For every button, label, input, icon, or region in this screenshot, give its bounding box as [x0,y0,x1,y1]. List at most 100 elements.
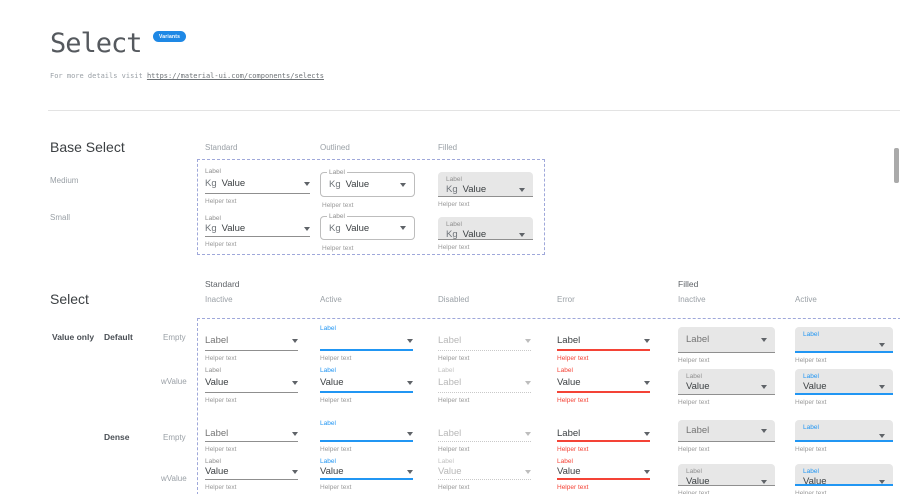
select-label: Label [686,468,702,475]
helper-text: Helper text [795,357,827,364]
select-filled-dense-inactive-wvalue[interactable]: Label Value Helper text [678,464,775,494]
select-standard-error-wvalue[interactable]: Label Value Helper text [557,366,650,404]
select-value: Value [438,466,462,477]
row-group-dense: Dense [104,432,130,442]
select-dense-disabled-wvalue: Label Value Helper text [438,458,531,491]
select-standard-inactive-empty[interactable]: Label Helper text [205,324,298,362]
select-dense-error-empty[interactable]: Label Helper text [557,420,650,453]
helper-text: Helper text [557,446,589,453]
group-header-standard: Standard [205,279,240,289]
select-control: Label Kg Value [320,213,415,240]
state-header-error: Error [557,295,575,304]
select-control: Label Kg Value [320,169,415,197]
select-section-title: Select [50,291,89,307]
helper-text: Helper text [557,484,589,491]
select-dense-error-wvalue[interactable]: Label Value Helper text [557,458,650,491]
select-label: Label [205,215,221,222]
select-value: Value [557,377,581,388]
select-label: Label [446,221,462,228]
select-dense-active-wvalue[interactable]: Label Value Helper text [320,458,413,491]
select-label: Label [205,367,221,374]
row-header-empty-dense: Empty [163,433,186,442]
caret-down-icon [400,226,406,230]
helper-text: Helper text [678,357,710,364]
base-select-outlined-small[interactable]: Label Kg Value Helper text [320,213,415,252]
select-value: Value [803,381,827,392]
helper-text: Helper text [438,355,470,362]
state-header-inactive: Inactive [205,295,233,304]
column-header-standard: Standard [205,143,238,152]
base-select-filled-medium[interactable]: Label Kg Value Helper text [438,172,533,208]
helper-text: Helper text [557,397,589,404]
base-select-filled-small[interactable]: Label Kg Value Helper text [438,217,533,251]
select-label: Label [803,373,819,380]
select-label: Label [327,169,347,177]
select-label: Label [320,325,336,332]
select-adornment: Kg [205,223,217,234]
base-select-standard-medium[interactable]: Label Kg Value Helper text [205,167,310,205]
select-control: Value [438,466,531,480]
base-select-outlined-medium[interactable]: Label Kg Value Helper text [320,169,415,209]
helper-text: Helper text [320,397,352,404]
state-header-active: Active [320,295,342,304]
select-filled-active-wvalue[interactable]: Label Value Helper text [795,369,893,406]
select-value: Value [557,466,581,477]
variants-badge[interactable]: Variants [153,31,187,42]
select-dense-inactive-empty[interactable]: Label Helper text [205,420,298,453]
select-standard-inactive-wvalue[interactable]: Label Value Helper text [205,366,298,404]
page-title: Select [50,28,143,59]
caret-down-icon [761,428,767,433]
row-group-value-only: Value only [52,332,95,342]
caret-down-icon [292,380,298,385]
select-value: Value [686,381,710,392]
helper-text: Helper text [678,446,710,453]
select-label: Label [320,420,336,427]
base-select-standard-small[interactable]: Label Kg Value Helper text [205,215,310,248]
helper-text: Helper text [557,355,589,362]
select-value: Label [438,428,462,439]
select-filled-dense-active-wvalue[interactable]: Label Value Helper text [795,464,893,494]
select-adornment: Kg [446,184,458,195]
helper-text: Helper text [320,484,352,491]
row-header-small: Small [50,213,71,222]
select-control: Label Value [678,464,775,487]
select-value: Label [686,334,710,345]
select-dense-inactive-wvalue[interactable]: Label Value Helper text [205,458,298,491]
select-control: Value [320,376,413,393]
caret-down-icon [644,469,650,474]
select-value: Value [462,184,487,195]
caret-down-icon [400,182,406,187]
subtitle-text: For more details visit [50,72,147,80]
material-ui-link[interactable]: https://material-ui.com/components/selec… [146,72,324,80]
scrollbar-thumb[interactable] [894,148,899,183]
select-control: Value [557,466,650,480]
caret-down-icon [292,338,298,343]
select-dense-active-empty[interactable]: Label Helper text [320,420,413,453]
helper-text: Helper text [205,446,237,453]
select-filled-dense-active-empty[interactable]: Label Helper text [795,420,893,453]
select-value: Label [557,428,581,439]
helper-text: Helper text [795,399,827,406]
caret-down-icon [407,338,413,343]
helper-text: Helper text [320,446,352,453]
select-value: Value [686,476,710,487]
select-value: Label [438,377,462,388]
select-filled-dense-inactive-empty[interactable]: Label Helper text [678,420,775,453]
select-control: Label [557,428,650,442]
state-header-disabled: Disabled [438,295,470,304]
helper-text: Helper text [678,399,710,406]
select-filled-inactive-wvalue[interactable]: Label Value Helper text [678,369,775,406]
select-standard-active-empty[interactable]: Label Helper text [320,324,413,362]
select-filled-inactive-empty[interactable]: Label Helper text [678,327,775,364]
select-control: Value [205,466,298,480]
select-value: Label [205,335,229,346]
select-value: Label [438,335,462,346]
select-label: Label [438,367,454,374]
caret-down-icon [761,384,767,389]
select-filled-active-empty[interactable]: Label Helper text [795,327,893,364]
caret-down-icon [644,380,650,385]
select-standard-error-empty[interactable]: Label Helper text [557,324,650,362]
select-standard-active-wvalue[interactable]: Label Value Helper text [320,366,413,404]
base-select-spec-frame [197,159,545,255]
base-select-section-title: Base Select [50,139,125,155]
